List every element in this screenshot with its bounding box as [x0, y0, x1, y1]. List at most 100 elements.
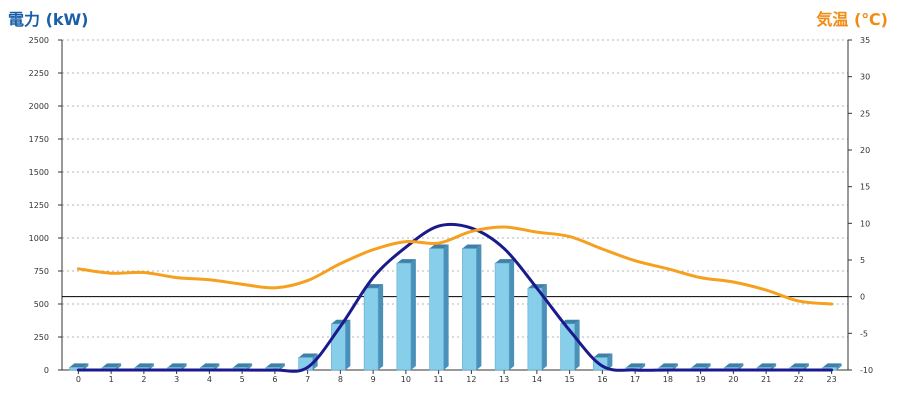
bar-top — [265, 363, 285, 368]
bar-top — [233, 363, 253, 368]
bar-side — [148, 363, 154, 370]
bar-top — [167, 363, 187, 368]
x-tick-label: 22 — [794, 375, 804, 384]
bar-top — [789, 363, 809, 368]
x-tick-label: 21 — [761, 375, 771, 384]
x-tick-label: 14 — [532, 375, 542, 384]
power-curve-point — [110, 369, 112, 371]
right-tick-label: 10 — [860, 219, 870, 228]
power-curve-point — [470, 227, 472, 229]
power-curve-point — [405, 246, 407, 248]
right-tick-label: 25 — [860, 109, 870, 118]
power-curve-point — [765, 369, 767, 371]
bar-top — [658, 363, 678, 368]
left-tick-label: 250 — [34, 333, 49, 342]
left-tick-label: 1250 — [29, 201, 49, 210]
power-curve-point — [536, 287, 538, 289]
bar-side — [672, 363, 678, 370]
x-tick-label: 12 — [466, 375, 476, 384]
bar-side — [247, 363, 253, 370]
temperature-point — [732, 281, 734, 283]
bar-top — [593, 353, 613, 358]
temperature-point — [831, 303, 833, 305]
temperature-line — [76, 225, 834, 306]
temperature-point — [405, 241, 407, 243]
power-curve-point — [601, 365, 603, 367]
x-tick-label: 1 — [109, 375, 114, 384]
bar — [429, 248, 444, 371]
power-curve-point — [569, 329, 571, 331]
bar-side — [214, 363, 220, 370]
bar-top — [429, 244, 449, 249]
right-tick-label: 0 — [860, 293, 865, 302]
right-tick-label: 15 — [860, 183, 870, 192]
bar — [527, 287, 543, 371]
temperature-point — [634, 260, 636, 262]
right-axis-title: 気温 (℃) — [816, 10, 888, 29]
temperature-point — [176, 277, 178, 279]
bar-side — [803, 363, 809, 370]
bar-top — [102, 363, 122, 368]
bar-side — [443, 244, 449, 370]
x-tick-label: 3 — [174, 375, 179, 384]
bar — [396, 262, 412, 371]
bar — [363, 287, 379, 371]
power-curve-point — [634, 369, 636, 371]
bar — [560, 323, 575, 371]
bar-top — [626, 363, 646, 368]
power-curve-point — [241, 369, 243, 371]
bar-top — [69, 363, 89, 368]
bar-side — [116, 363, 122, 370]
x-tick-label: 15 — [565, 375, 575, 384]
temperature-point — [569, 236, 571, 238]
power-curve-point — [274, 369, 276, 371]
x-tick-label: 5 — [240, 375, 245, 384]
temperature-point — [372, 249, 374, 251]
bar-side — [181, 363, 187, 370]
temperature-point — [110, 272, 112, 274]
x-tick-label: 4 — [207, 375, 212, 384]
right-tick-label: 35 — [860, 36, 870, 45]
bar-top — [462, 244, 482, 249]
power-curve-point — [339, 325, 341, 327]
bar-side — [640, 363, 646, 370]
power-curve-point — [503, 248, 505, 250]
x-tick-label: 6 — [272, 375, 277, 384]
left-tick-label: 750 — [34, 267, 49, 276]
temperature-point — [536, 231, 538, 233]
bar-side — [738, 363, 744, 370]
bar-top — [495, 259, 515, 264]
temperature-point — [307, 280, 309, 282]
temperature-point — [601, 248, 603, 250]
right-tick-label: 20 — [860, 146, 870, 155]
bar-top — [757, 363, 777, 368]
temperature-point — [77, 268, 79, 270]
bar-side — [410, 259, 416, 370]
power-curve-line — [76, 222, 834, 373]
bar-top — [724, 363, 744, 368]
bar — [462, 248, 477, 371]
x-tick-label: 7 — [305, 375, 310, 384]
right-tick-label: 30 — [860, 73, 870, 82]
power-curve-point — [208, 369, 210, 371]
bar-side — [574, 319, 580, 370]
left-tick-label: 1000 — [29, 234, 49, 243]
bar-top — [396, 259, 416, 264]
right-tick-label: -5 — [860, 329, 868, 338]
x-tick-label: 8 — [338, 375, 343, 384]
power-curve-point — [831, 369, 833, 371]
left-tick-label: 0 — [44, 366, 49, 375]
left-tick-label: 2500 — [29, 36, 49, 45]
bar-side — [607, 353, 613, 370]
bar-top — [822, 363, 842, 368]
right-tick-label: 5 — [860, 256, 865, 265]
power-curve-point — [700, 369, 702, 371]
temperature-point — [798, 300, 800, 302]
x-tick-label: 19 — [696, 375, 706, 384]
x-tick-label: 0 — [76, 375, 81, 384]
x-tick-label: 20 — [728, 375, 738, 384]
temperature-point — [765, 289, 767, 291]
bar-top — [298, 353, 318, 358]
temperature-point — [274, 287, 276, 289]
left-tick-label: 1750 — [29, 135, 49, 144]
